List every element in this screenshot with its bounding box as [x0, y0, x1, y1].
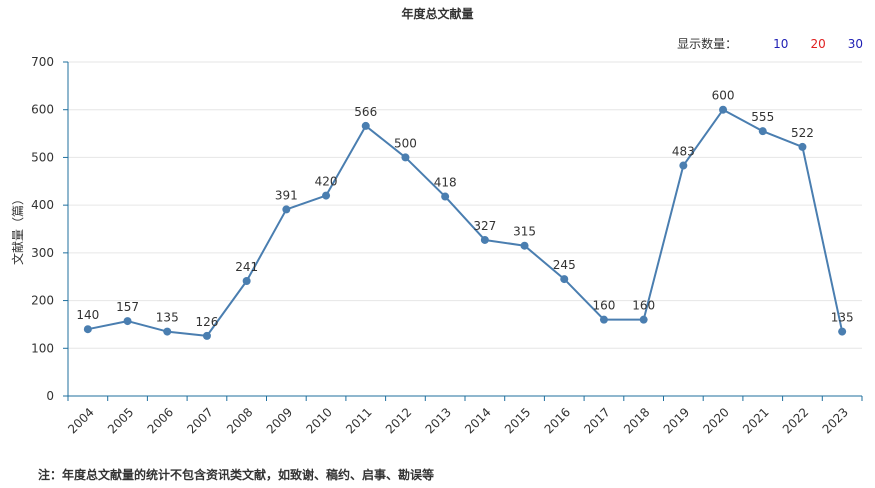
data-point [282, 205, 291, 214]
x-tick-label: 2009 [264, 405, 295, 436]
x-tick-label: 2012 [383, 405, 414, 436]
x-tick-label: 2005 [105, 405, 136, 436]
data-label: 245 [553, 258, 576, 272]
y-tick-label: 200 [31, 294, 54, 308]
y-axis-label: 文献量（篇） [10, 193, 25, 265]
data-label: 157 [116, 300, 139, 314]
x-tick-label: 2018 [621, 405, 652, 436]
y-tick-label: 100 [31, 341, 54, 355]
data-label: 418 [434, 176, 457, 190]
data-point [480, 235, 489, 244]
chart-title: 年度总文献量 [401, 7, 474, 21]
data-label: 135 [831, 311, 854, 325]
data-point [361, 121, 370, 130]
x-tick-label: 2022 [780, 405, 811, 436]
display-count-option-10[interactable]: 10 [773, 36, 789, 51]
data-label: 500 [394, 136, 417, 150]
x-tick-label: 2004 [65, 405, 96, 436]
display-count-option-20[interactable]: 20 [810, 36, 826, 51]
y-tick-label: 500 [31, 150, 54, 164]
data-point [322, 191, 331, 200]
x-tick-label: 2013 [423, 405, 454, 436]
data-point [163, 327, 172, 336]
data-label: 327 [473, 219, 496, 233]
data-point [798, 142, 807, 151]
display-count-selector: 显示数量： 10 20 30 [677, 35, 863, 52]
x-tick-label: 2017 [581, 405, 612, 436]
series-line [87, 108, 844, 337]
x-tick-label: 2019 [661, 405, 692, 436]
data-point [599, 315, 608, 324]
data-label: 126 [195, 315, 218, 329]
data-point [401, 153, 410, 162]
data-label: 483 [672, 145, 695, 159]
data-point [441, 192, 450, 201]
data-label: 522 [791, 126, 814, 140]
data-label: 160 [592, 299, 615, 313]
data-label: 566 [354, 105, 377, 119]
x-tick-label: 2007 [184, 405, 215, 436]
x-tick-label: 2016 [542, 405, 573, 436]
x-tick-label: 2010 [303, 405, 334, 436]
y-tick-label: 400 [31, 198, 54, 212]
x-tick-label: 2006 [145, 405, 176, 436]
x-tick-label: 2021 [740, 405, 771, 436]
data-point [639, 315, 648, 324]
data-label: 140 [76, 308, 99, 322]
x-tick-label: 2023 [820, 405, 851, 436]
data-point [83, 325, 92, 334]
y-tick-label: 700 [31, 55, 54, 69]
x-tick-label: 2015 [502, 405, 533, 436]
data-point [560, 275, 569, 284]
data-label: 600 [712, 89, 735, 103]
data-point [520, 241, 529, 250]
x-tick-label: 2020 [700, 405, 731, 436]
data-label: 135 [156, 311, 179, 325]
data-point [679, 161, 688, 170]
y-tick-label: 300 [31, 246, 54, 260]
x-tick-label: 2014 [462, 405, 493, 436]
y-tick-label: 0 [46, 389, 54, 403]
data-point [838, 327, 847, 336]
data-label: 420 [315, 175, 338, 189]
data-label: 555 [751, 110, 774, 124]
data-point [242, 277, 251, 286]
data-point [758, 127, 767, 136]
data-label: 241 [235, 260, 258, 274]
data-label: 391 [275, 188, 298, 202]
x-tick-label: 2008 [224, 405, 255, 436]
data-point [123, 317, 132, 326]
data-label: 315 [513, 225, 536, 239]
data-label: 160 [632, 299, 655, 313]
y-tick-label: 600 [31, 103, 54, 117]
x-tick-label: 2011 [343, 405, 374, 436]
footnote: 注：年度总文献量的统计不包含资讯类文献，如致谢、稿约、启事、勘误等 [38, 468, 435, 482]
data-point [719, 105, 728, 114]
data-point [202, 331, 211, 340]
display-count-option-30[interactable]: 30 [847, 36, 863, 51]
display-count-label: 显示数量： [677, 37, 738, 51]
